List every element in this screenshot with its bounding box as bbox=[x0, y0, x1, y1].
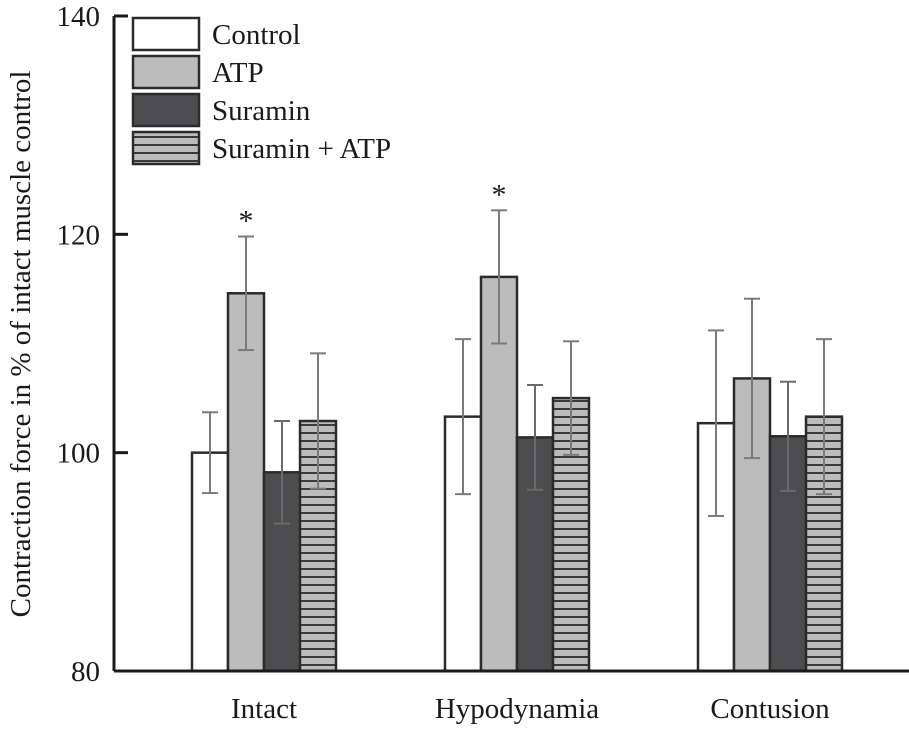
x-tick-labels: Intact Hypodynamia Contusion bbox=[231, 693, 830, 725]
legend-label: Suramin bbox=[212, 95, 311, 127]
legend-swatch bbox=[131, 54, 201, 90]
y-tick-label: 120 bbox=[57, 219, 101, 251]
x-tick-label-intact: Intact bbox=[231, 693, 297, 725]
significance-marker: * bbox=[239, 205, 254, 238]
legend: Control ATP Suramin Suramin + ATP bbox=[131, 16, 391, 166]
legend-swatch bbox=[131, 16, 201, 52]
significance-marker: * bbox=[492, 178, 507, 211]
y-tick-label: 100 bbox=[57, 438, 101, 470]
y-tick-label: 140 bbox=[57, 1, 101, 33]
legend-label: Control bbox=[212, 19, 301, 51]
legend-swatch bbox=[131, 92, 201, 128]
legend-label: Suramin + ATP bbox=[212, 133, 391, 165]
bar-suramin-atp-intact bbox=[298, 419, 338, 673]
bars-layer bbox=[190, 275, 844, 673]
y-axis-title: Contraction force in % of intact muscle … bbox=[5, 71, 37, 618]
y-tick-label: 80 bbox=[71, 656, 100, 688]
legend-swatch bbox=[131, 130, 201, 166]
x-tick-label-contusion: Contusion bbox=[710, 693, 830, 725]
y-ticks: 80 100 120 140 bbox=[57, 1, 128, 688]
x-tick-label-hypodynamia: Hypodynamia bbox=[435, 693, 599, 725]
error-bars-layer: ** bbox=[202, 178, 832, 525]
axes bbox=[112, 16, 909, 673]
legend-label: ATP bbox=[212, 57, 264, 89]
